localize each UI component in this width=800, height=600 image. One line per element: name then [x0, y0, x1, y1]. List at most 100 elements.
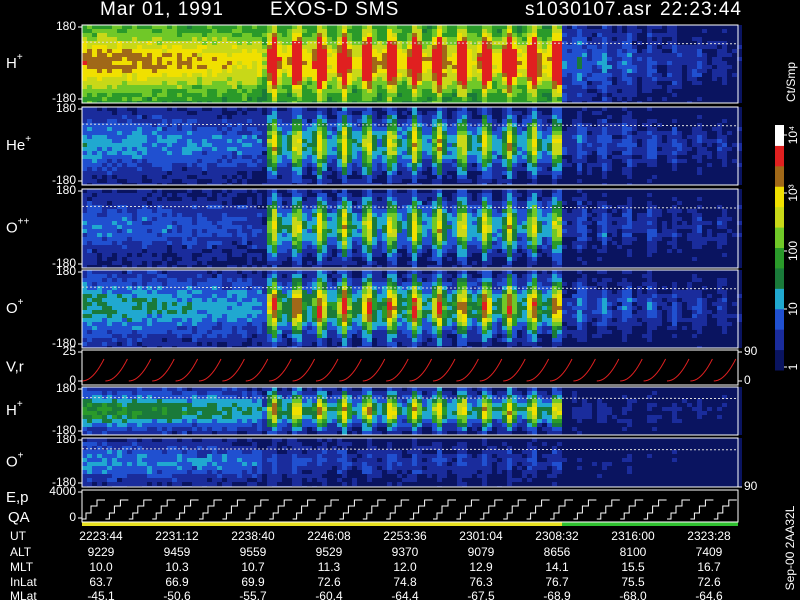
spectrogram-cell — [277, 69, 282, 73]
spectrogram-cell — [652, 159, 657, 163]
spectrogram-cell — [357, 85, 362, 89]
spectrogram-cell — [322, 45, 327, 49]
spectrogram-cell — [232, 85, 237, 89]
spectrogram-cell — [512, 77, 517, 81]
spectrogram-cell — [117, 25, 122, 29]
spectrogram-cell — [477, 69, 482, 73]
spectrogram-cell — [447, 127, 452, 131]
spectrogram-cell — [582, 41, 587, 45]
spectrogram-cell — [517, 89, 522, 93]
spectrogram-cell — [347, 81, 352, 85]
spectrogram-cell — [382, 135, 387, 139]
spectrogram-cell — [422, 69, 427, 73]
spectrogram-cell — [132, 179, 137, 183]
spectrogram-cell — [337, 151, 342, 155]
spectrogram-cell — [417, 81, 422, 85]
spectrogram-cell — [527, 135, 532, 139]
spectrogram-cell — [522, 183, 527, 185]
spectrogram-cell — [602, 37, 607, 41]
spectrogram-cell — [237, 33, 242, 37]
spectrogram-cell — [627, 163, 632, 167]
spectrogram-cell — [257, 57, 262, 61]
spectrogram-cell — [587, 93, 592, 97]
spectrogram-cell — [442, 89, 447, 93]
spectrogram-cell — [122, 93, 127, 97]
spectrogram-cell — [447, 107, 452, 111]
spectrogram-cell — [232, 171, 237, 175]
spectrogram-cell — [632, 131, 637, 135]
spectrogram-cell — [317, 57, 322, 61]
spectrogram-cell — [472, 25, 477, 29]
spectrogram-cell — [247, 73, 252, 77]
spectrogram-cell — [227, 167, 232, 171]
spectrogram-cell — [477, 89, 482, 93]
spectrogram-cell — [552, 25, 557, 29]
spectrogram-cell — [362, 65, 367, 69]
spectrogram-cell — [142, 175, 147, 179]
spectrogram-cell — [597, 171, 602, 175]
spectrogram-cell — [202, 179, 207, 183]
spectrogram-cell — [237, 139, 242, 143]
spectrogram-cell — [502, 143, 507, 147]
spectrogram-cell — [167, 139, 172, 143]
spectrogram-cell — [197, 45, 202, 49]
spectrogram-cell — [662, 37, 667, 41]
spectrogram-cell — [162, 167, 167, 171]
spectrogram-cell — [572, 163, 577, 167]
spectrogram-cell — [632, 57, 637, 61]
spectrogram-cell — [357, 37, 362, 41]
spectrogram-cell — [622, 65, 627, 69]
spectrogram-cell — [277, 155, 282, 159]
spectrogram-cell — [417, 135, 422, 139]
spectrogram-cell — [312, 167, 317, 171]
spectrogram-cell — [267, 73, 272, 77]
spectrogram-cell — [227, 171, 232, 175]
spectrogram-cell — [422, 171, 427, 175]
spectrogram-cell — [397, 65, 402, 69]
spectrogram-cell — [622, 97, 627, 101]
spectrogram-cell — [507, 175, 512, 179]
spectrogram-cell — [187, 57, 192, 61]
spectrogram-cell — [457, 131, 462, 135]
spectrogram-cell — [172, 49, 177, 53]
spectrogram-cell — [562, 53, 567, 57]
spectrogram-cell — [97, 111, 102, 115]
spectrogram-cell — [512, 53, 517, 57]
spectrogram-cell — [547, 81, 552, 85]
spectrogram-cell — [92, 135, 97, 139]
spectrogram-cell — [452, 183, 457, 185]
spectrogram-cell — [317, 183, 322, 185]
spectrogram-cell — [577, 33, 582, 37]
spectrogram-cell — [187, 25, 192, 29]
spectrogram-cell — [497, 73, 502, 77]
spectrogram-cell — [157, 107, 162, 111]
spectrogram-cell — [202, 159, 207, 163]
spectrogram-cell — [487, 85, 492, 89]
spectrogram-cell — [122, 171, 127, 175]
spectrogram-cell — [662, 127, 667, 131]
spectrogram-cell — [352, 139, 357, 143]
spectrogram-cell — [537, 37, 542, 41]
spectrogram-cell — [367, 179, 372, 183]
spectrogram-cell — [577, 167, 582, 171]
spectrogram-cell — [337, 135, 342, 139]
spectrogram-cell — [247, 107, 252, 111]
spectrogram-cell — [732, 41, 737, 45]
spectrogram-cell — [322, 61, 327, 65]
spectrogram-cell — [627, 85, 632, 89]
spectrogram-cell — [232, 151, 237, 155]
spectrogram-cell — [92, 93, 97, 97]
spectrogram-cell — [427, 159, 432, 163]
spectrogram-cell — [352, 25, 357, 29]
spectrogram-cell — [222, 81, 227, 85]
spectrogram-cell — [332, 69, 337, 73]
spectrogram-cell — [532, 25, 537, 29]
spectrogram-cell — [682, 49, 687, 53]
spectrogram-cell — [347, 115, 352, 119]
spectrogram-cell — [252, 115, 257, 119]
spectrogram-cell — [197, 175, 202, 179]
spectrogram-cell — [427, 53, 432, 57]
spectrogram-cell — [647, 69, 652, 73]
spectrogram-cell — [112, 97, 117, 101]
spectrogram-cell — [122, 183, 127, 185]
